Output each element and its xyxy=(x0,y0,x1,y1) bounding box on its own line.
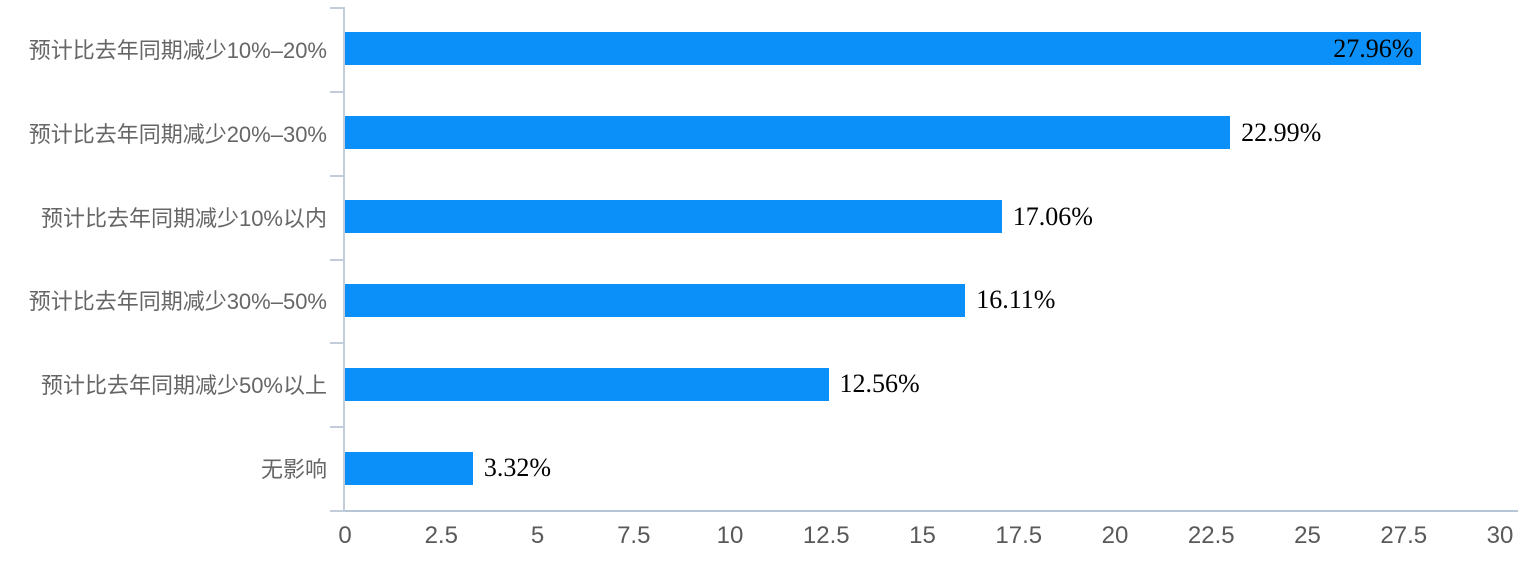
x-tick-label: 7.5 xyxy=(617,522,651,549)
value-label: 22.99% xyxy=(1241,117,1322,147)
category-label: 预计比去年同期减少10%–20% xyxy=(28,37,327,63)
x-tick-label: 5 xyxy=(530,522,545,549)
x-tick-label: 20 xyxy=(1101,522,1129,549)
y-axis-tick xyxy=(330,7,345,9)
x-tick-label: 0 xyxy=(338,522,352,549)
x-axis-line xyxy=(330,510,1518,512)
bar xyxy=(345,367,829,401)
x-tick-label: 25 xyxy=(1294,522,1321,549)
x-tick-label: 27.5 xyxy=(1380,522,1428,549)
x-tick-label: 10 xyxy=(716,522,744,549)
x-tick-label: 2.5 xyxy=(424,522,458,549)
y-axis-tick xyxy=(330,259,345,261)
category-label: 预计比去年同期减少20%–30% xyxy=(28,121,327,147)
category-label: 预计比去年同期减少50%以上 xyxy=(40,373,327,399)
y-axis-tick xyxy=(330,91,345,93)
value-label: 12.56% xyxy=(839,369,920,399)
bar xyxy=(345,451,473,485)
category-label: 无影响 xyxy=(260,457,327,483)
value-label: 17.06% xyxy=(1012,201,1093,231)
x-tick-label: 22.5 xyxy=(1187,522,1235,549)
bar xyxy=(345,116,1231,150)
y-axis-tick xyxy=(330,175,345,177)
x-tick-label: 12.5 xyxy=(802,522,850,549)
bar xyxy=(345,200,1002,234)
value-label: 27.96% xyxy=(1333,33,1414,63)
bar xyxy=(345,32,1422,66)
category-label: 预计比去年同期减少10%以内 xyxy=(40,205,327,231)
bar xyxy=(345,283,966,317)
x-tick-label: 30 xyxy=(1486,522,1514,549)
y-axis-tick xyxy=(330,342,345,344)
y-axis-tick xyxy=(330,510,345,512)
x-tick-label: 15 xyxy=(909,522,936,549)
value-label: 3.32% xyxy=(483,453,551,483)
y-axis-tick xyxy=(330,426,345,428)
category-label: 预计比去年同期减少30%–50% xyxy=(28,289,327,315)
value-label: 16.11% xyxy=(976,285,1056,315)
x-tick-label: 17.5 xyxy=(995,522,1043,549)
